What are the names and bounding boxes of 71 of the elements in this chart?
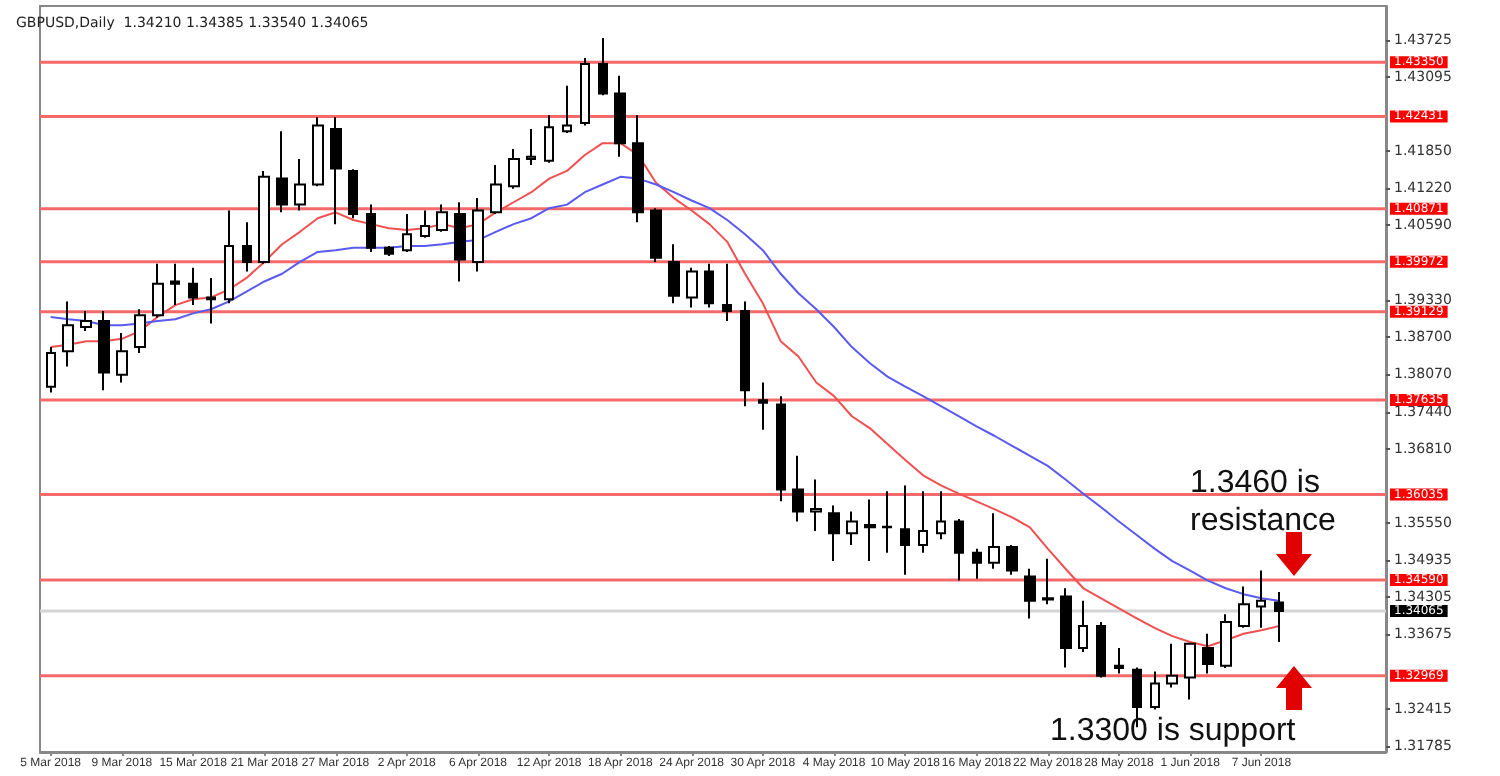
- candlestick: [1060, 587, 1072, 669]
- candlestick: [740, 300, 750, 408]
- candlestick: [1166, 642, 1178, 689]
- candlestick: [46, 346, 56, 394]
- candlestick: [1096, 620, 1106, 679]
- candlestick: [80, 310, 92, 333]
- candlestick: [170, 262, 180, 307]
- candlestick: [1184, 642, 1196, 701]
- candlestick: [1238, 585, 1250, 629]
- candlestick: [722, 262, 732, 323]
- candlestick: [258, 169, 270, 265]
- candlestick: [1256, 569, 1266, 629]
- candlestick: [972, 547, 982, 580]
- candlestick: [366, 203, 376, 253]
- candlestick: [562, 84, 572, 135]
- candlestick: [116, 331, 128, 384]
- candlestick: [1078, 599, 1088, 654]
- candlestick: [792, 454, 804, 523]
- candlestick: [508, 148, 520, 190]
- candlestick: [224, 209, 234, 305]
- candlestick: [1114, 646, 1124, 675]
- candlestick: [1220, 613, 1232, 670]
- candlestick: [900, 484, 910, 576]
- candlestick: [526, 127, 536, 167]
- candlestick: [454, 201, 466, 283]
- candlestick: [402, 213, 412, 253]
- candlestick: [152, 262, 164, 319]
- candlestick: [188, 266, 198, 307]
- candlestick: [846, 510, 858, 547]
- candlestick: [864, 498, 876, 563]
- candlestick: [98, 310, 110, 392]
- candlestick: [206, 276, 216, 325]
- candlestick: [134, 308, 146, 354]
- candlestick: [758, 381, 768, 431]
- candlestick: [828, 504, 840, 563]
- candlestick: [436, 203, 448, 233]
- candlestick: [988, 512, 1000, 570]
- candlestick: [1042, 557, 1054, 606]
- candlestick: [650, 207, 662, 263]
- candlestick: [598, 36, 608, 97]
- candlestick: [420, 209, 430, 239]
- candlestick: [810, 478, 822, 532]
- candlestick: [242, 221, 252, 273]
- candlestick: [614, 74, 626, 158]
- candlestick: [276, 130, 288, 214]
- candlestick: [312, 116, 324, 188]
- candlestick: [580, 57, 590, 127]
- candlestick: [632, 114, 644, 224]
- annotation: 1.3460 is resistance: [1190, 466, 1337, 538]
- candlestick: [882, 490, 892, 554]
- candlestick: [668, 243, 680, 305]
- candlestick: [472, 197, 484, 273]
- candlestick: [490, 164, 502, 216]
- candlestick: [330, 116, 342, 226]
- candlestick: [1150, 670, 1160, 711]
- candlestick: [384, 245, 394, 258]
- candlestick: [776, 395, 786, 503]
- candlestick: [954, 518, 964, 582]
- candlestick: [62, 300, 74, 368]
- candlestick: [1024, 567, 1036, 620]
- candlestick: [936, 490, 946, 541]
- candlestick: [348, 168, 358, 220]
- annotation: 1.3300 is support: [1050, 714, 1297, 748]
- candlestick: [1202, 632, 1214, 675]
- candlestick: [918, 490, 928, 554]
- candlestick: [1006, 544, 1018, 576]
- candlestick: [544, 114, 554, 164]
- candlestick: [686, 266, 698, 309]
- candlestick: [1274, 591, 1284, 644]
- candlestick: [294, 158, 306, 212]
- candlestick: [704, 262, 714, 309]
